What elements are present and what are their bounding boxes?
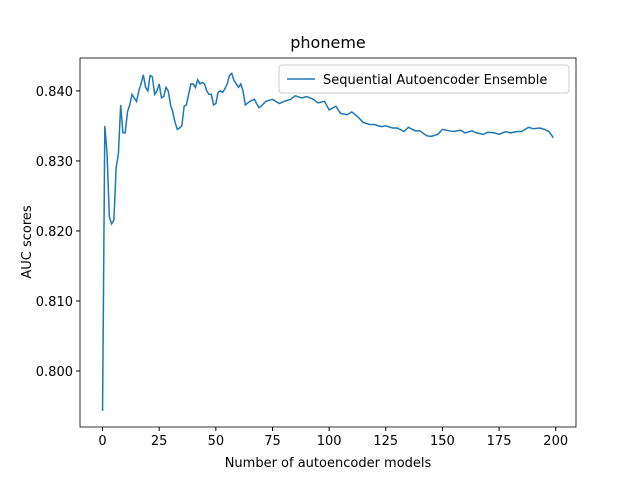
chart-title: phoneme [290, 33, 366, 52]
x-tick-label: 0 [98, 434, 106, 449]
x-tick-label: 175 [487, 434, 512, 449]
plot-frame [79, 57, 577, 428]
x-tick-label: 125 [373, 434, 398, 449]
x-tick-label: 25 [151, 434, 168, 449]
x-tick-label: 200 [543, 434, 568, 449]
y-tick-label: 0.840 [36, 85, 73, 100]
data-line [101, 72, 555, 411]
legend-label: Sequential Autoencoder Ensemble [323, 73, 547, 88]
y-tick-label: 0.800 [36, 365, 73, 380]
x-tick-label: 50 [208, 434, 225, 449]
y-tick-label: 0.810 [36, 295, 73, 310]
y-tick-label: 0.820 [36, 225, 73, 240]
y-axis-label: AUC scores [20, 205, 35, 279]
y-tick-label: 0.830 [36, 155, 73, 170]
x-axis-label: Number of autoencoder models [225, 456, 432, 471]
x-tick-label: 75 [264, 434, 281, 449]
x-tick-label: 100 [317, 434, 342, 449]
x-tick-label: 150 [430, 434, 455, 449]
legend-box [278, 64, 570, 94]
